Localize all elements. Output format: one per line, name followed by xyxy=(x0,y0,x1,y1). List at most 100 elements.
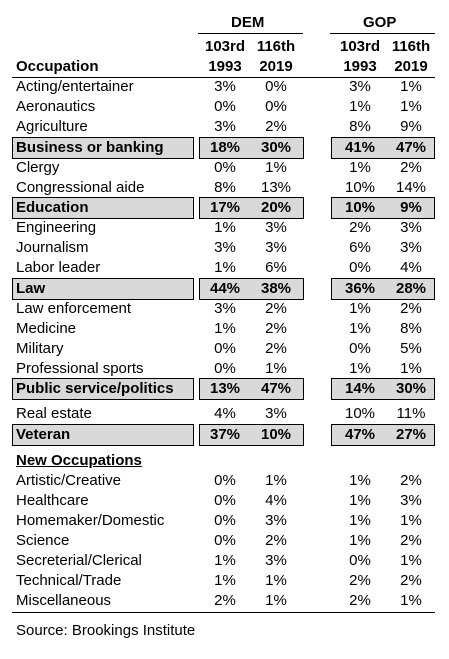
gop-2019-cell: 3% xyxy=(400,219,422,236)
occupation-cell: Engineering xyxy=(16,219,97,236)
highlight-veteran-gop xyxy=(331,424,435,446)
gop-1993-cell: 1% xyxy=(349,320,371,337)
dem-2019-cell: 3% xyxy=(265,239,287,256)
gop-1993-cell: 1% xyxy=(349,159,371,176)
gop-1993-cell: 10% xyxy=(344,405,376,422)
dem-1993-cell: 2% xyxy=(214,592,236,609)
gop-1993-year: 1993 xyxy=(343,58,377,75)
dem-2019-cell: 3% xyxy=(265,405,287,422)
gop-1993-congress: 103rd xyxy=(339,38,381,55)
dem-2019-cell: 2% xyxy=(265,118,287,135)
dem-1993-cell: 8% xyxy=(214,179,236,196)
gop-1993-cell: 1% xyxy=(349,472,371,489)
gop-2019-cell: 1% xyxy=(400,360,422,377)
dem-1993-cell: 3% xyxy=(214,300,236,317)
dem-1993-cell: 0% xyxy=(214,98,236,115)
occupation-cell: Veteran xyxy=(16,426,71,443)
gop-1993-cell: 0% xyxy=(349,340,371,357)
header-bottom-rule xyxy=(12,77,435,78)
dem-1993-cell: 1% xyxy=(214,259,236,276)
highlight-business-label xyxy=(12,137,194,159)
dem-2019-cell: 30% xyxy=(260,139,292,156)
highlight-public-label xyxy=(12,378,194,400)
gop-2019-cell: 1% xyxy=(400,78,422,95)
gop-1993-cell: 1% xyxy=(349,492,371,509)
highlight-law-label xyxy=(12,278,194,300)
highlight-public-gop xyxy=(331,378,435,400)
gop-1993-cell: 1% xyxy=(349,300,371,317)
occupation-cell: Secreterial/Clerical xyxy=(16,552,142,569)
occupation-cell: Real estate xyxy=(16,405,92,422)
source-note: Source: Brookings Institute xyxy=(16,622,196,639)
gop-2019-cell: 3% xyxy=(400,239,422,256)
gop-1993-cell: 10% xyxy=(344,179,376,196)
gop-1993-cell: 0% xyxy=(349,552,371,569)
gop-2019-cell: 2% xyxy=(400,572,422,589)
dem-2019-cell: 4% xyxy=(265,492,287,509)
highlight-business-gop xyxy=(331,137,435,159)
gop-1993-cell: 1% xyxy=(349,360,371,377)
dem-1993-cell: 3% xyxy=(214,118,236,135)
dem-1993-cell: 44% xyxy=(209,280,241,297)
dem-1993-cell: 13% xyxy=(209,380,241,397)
dem-2019-cell: 1% xyxy=(265,159,287,176)
gop-2019-cell: 11% xyxy=(396,405,426,422)
gop-2019-cell: 27% xyxy=(395,426,427,443)
gop-2019-cell: 28% xyxy=(395,280,427,297)
gop-2019-year: 2019 xyxy=(394,58,428,75)
dem-1993-cell: 4% xyxy=(214,405,236,422)
gop-2019-cell: 2% xyxy=(400,532,422,549)
highlight-education-gop xyxy=(331,197,435,219)
occupation-cell: Medicine xyxy=(16,320,77,337)
gop-2019-cell: 4% xyxy=(400,259,422,276)
dem-1993-cell: 0% xyxy=(214,159,236,176)
dem-2019-cell: 2% xyxy=(265,300,287,317)
gop-1993-cell: 2% xyxy=(349,572,371,589)
occupation-column-header: Occupation xyxy=(16,58,99,75)
occupation-cell: Technical/Trade xyxy=(16,572,122,589)
dem-2019-cell: 10% xyxy=(260,426,292,443)
dem-header: DEM xyxy=(231,14,265,31)
gop-2019-cell: 5% xyxy=(400,340,422,357)
dem-2019-cell: 2% xyxy=(265,532,287,549)
occupation-cell: Homemaker/Domestic xyxy=(16,512,165,529)
dem-2019-congress: 116th xyxy=(256,38,296,55)
dem-1993-cell: 0% xyxy=(214,472,236,489)
gop-2019-cell: 3% xyxy=(400,492,422,509)
gop-1993-cell: 1% xyxy=(349,512,371,529)
gop-2019-cell: 2% xyxy=(400,472,422,489)
dem-2019-cell: 1% xyxy=(265,360,287,377)
gop-header: GOP xyxy=(363,14,397,31)
occupation-cell: Aeronautics xyxy=(16,98,96,115)
gop-2019-cell: 1% xyxy=(400,552,422,569)
highlight-education-dem xyxy=(199,197,304,219)
gop-2019-cell: 14% xyxy=(395,179,427,196)
gop-2019-cell: 8% xyxy=(400,320,422,337)
dem-2019-cell: 1% xyxy=(265,472,287,489)
dem-2019-cell: 47% xyxy=(260,380,292,397)
occupation-cell: Miscellaneous xyxy=(16,592,112,609)
new-occupations-heading: New Occupations xyxy=(16,452,142,469)
gop-1993-cell: 41% xyxy=(344,139,376,156)
gop-header-rule xyxy=(330,33,435,34)
dem-1993-cell: 18% xyxy=(209,139,241,156)
dem-1993-cell: 0% xyxy=(214,492,236,509)
dem-2019-cell: 1% xyxy=(265,572,287,589)
occupation-cell: Healthcare xyxy=(16,492,89,509)
gop-1993-cell: 10% xyxy=(344,199,376,216)
dem-1993-cell: 1% xyxy=(214,219,236,236)
gop-2019-cell: 47% xyxy=(395,139,427,156)
occupation-cell: Clergy xyxy=(16,159,60,176)
occupation-cell: Public service/politics xyxy=(16,380,174,397)
dem-1993-cell: 17% xyxy=(209,199,241,216)
dem-1993-congress: 103rd xyxy=(204,38,246,55)
highlight-business-dem xyxy=(199,137,304,159)
gop-2019-cell: 1% xyxy=(400,512,422,529)
dem-1993-cell: 0% xyxy=(214,532,236,549)
gop-1993-cell: 1% xyxy=(349,532,371,549)
gop-2019-cell: 2% xyxy=(400,300,422,317)
gop-2019-congress: 116th xyxy=(391,38,431,55)
dem-2019-cell: 2% xyxy=(265,340,287,357)
occupation-cell: Congressional aide xyxy=(16,179,145,196)
